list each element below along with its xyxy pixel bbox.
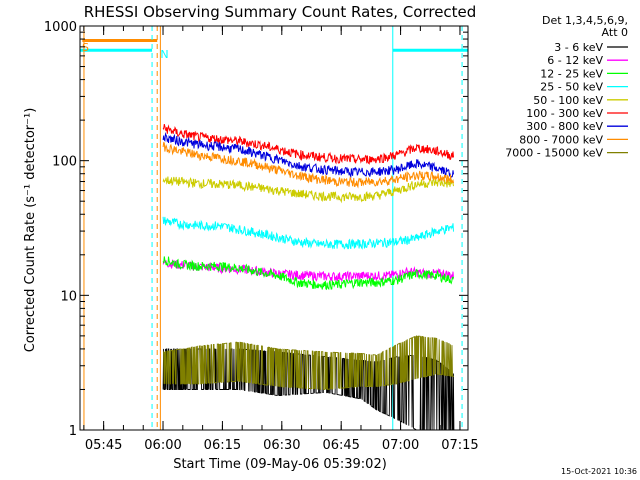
axes: 1 10 100 1000 05:45 06:00 06:15 06:30 06:45 07:00…	[44, 20, 479, 453]
x-tick-label-07-00: 07:00	[382, 438, 419, 453]
series-12-25-kev	[162, 256, 454, 291]
x-tick-label-05-45: 05:45	[85, 438, 122, 453]
annotation-n: N	[160, 48, 168, 61]
series-7000-15000-kev	[163, 335, 454, 390]
plot-frame	[79, 25, 469, 431]
series-50-100-kev	[162, 176, 454, 204]
series-800-7000-kev	[162, 142, 454, 189]
legend-header-line-0: Det 1,3,4,5,6,9,	[542, 14, 628, 27]
legend-label-12-25-kev: 12 - 25 keV	[540, 67, 603, 80]
x-tick-label-06-45: 06:45	[322, 438, 359, 453]
y-axis-label: Corrected Count Rate (s⁻¹ detector⁻¹)	[23, 108, 38, 353]
legend-label-800-7000-kev: 800 - 7000 keV	[519, 133, 603, 146]
x-tick-label-06-00: 06:00	[144, 438, 181, 453]
x-tick-label-07-15: 07:15	[441, 438, 478, 453]
x-tick-label-06-30: 06:30	[263, 438, 300, 453]
footer-timestamp: 15-Oct-2021 10:36	[561, 467, 637, 476]
y-tick-label-100: 100	[52, 155, 77, 170]
legend-label-7000-15000-kev: 7000 - 15000 keV	[505, 147, 603, 160]
legend-label-50-100-kev: 50 - 100 keV	[533, 94, 603, 107]
annotation-s: S	[82, 41, 89, 54]
legend-label-100-300-kev: 100 - 300 keV	[526, 107, 603, 120]
legend-label-300-800-kev: 300 - 800 keV	[526, 120, 603, 133]
y-tick-label-10: 10	[60, 289, 77, 304]
series-100-300-kev	[162, 123, 454, 165]
chart-title: RHESSI Observing Summary Count Rates, Co…	[84, 3, 477, 21]
y-tick-label-1000: 1000	[44, 20, 77, 35]
legend-header-line-1: Att 0	[602, 26, 628, 39]
y-tick-label-1: 1	[69, 424, 77, 439]
series-25-50-kev	[162, 216, 454, 250]
plot-area: SN	[80, 26, 468, 431]
x-tick-label-06-15: 06:15	[204, 438, 241, 453]
legend-label-3-6-kev: 3 - 6 keV	[554, 41, 603, 54]
legend-label-25-50-kev: 25 - 50 keV	[540, 81, 603, 94]
x-axis-label: Start Time (09-May-06 05:39:02)	[173, 457, 387, 472]
legend-label-6-12-kev: 6 - 12 keV	[547, 54, 603, 67]
series-300-800-kev	[162, 131, 454, 178]
